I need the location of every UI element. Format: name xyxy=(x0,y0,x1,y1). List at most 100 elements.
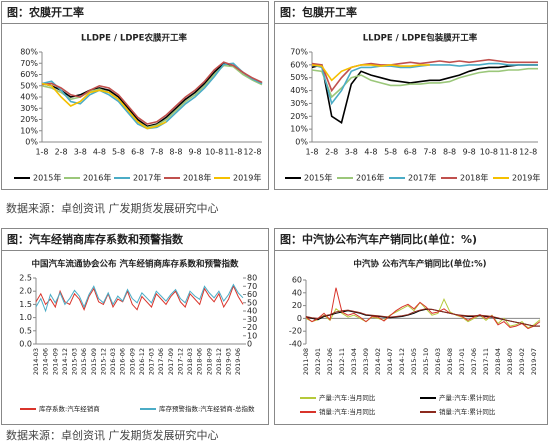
y-tick-label: 0 xyxy=(247,340,252,349)
series-line xyxy=(305,297,541,329)
legend-label: 库存预警指数:汽车经销商-总指数 xyxy=(159,404,255,413)
legend-label: 2017年 xyxy=(133,173,161,183)
x-tick-label: 2017-06 xyxy=(470,348,478,375)
x-tick-label: 6-8 xyxy=(131,148,144,157)
y-tick-label: 20% xyxy=(290,112,308,121)
x-tick-label: 2019-03 xyxy=(225,348,233,375)
x-tick-label: 2014-09 xyxy=(51,348,59,375)
y-tick-label: 40% xyxy=(290,86,308,95)
x-tick-label: 2018-06 xyxy=(196,348,204,375)
x-tick-label: 8-8 xyxy=(443,148,456,157)
panel-header: 图：包膜开工率 xyxy=(280,5,357,19)
y-tick-label: 30% xyxy=(20,104,38,113)
panel-header: 图：农膜开工率 xyxy=(7,5,84,19)
legend-label: 2019年 xyxy=(233,173,261,183)
y-tick-label: 50% xyxy=(20,81,38,90)
chart-title: 中国汽车流通协会公布 汽车经销商库存系数和预警指数 xyxy=(32,259,239,270)
legend-label: 产量:汽车:当月同比 xyxy=(319,393,376,402)
x-tick-label: 2015-10 xyxy=(422,348,430,375)
y-tick-label: 40 xyxy=(292,288,302,297)
x-tick-label: 2014-07 xyxy=(386,348,394,375)
x-tick-label: 2015-09 xyxy=(90,348,98,375)
legend-label: 库存系数:汽车经销商 xyxy=(39,404,100,413)
x-tick-label: 7-8 xyxy=(423,148,436,157)
x-tick-label: 2017-06 xyxy=(157,348,165,375)
y-tick-label: 0.0 xyxy=(19,340,32,349)
source-note: 数据来源：卓创资讯 广发期货发展研究中心 xyxy=(6,428,219,442)
x-tick-label: 4-8 xyxy=(93,148,106,157)
x-tick-label: 2015-05 xyxy=(410,348,418,375)
y-tick-label: 30 xyxy=(247,315,257,324)
y-tick-label: 2.0 xyxy=(19,287,32,296)
x-tick-label: 2012-11 xyxy=(338,348,346,375)
x-tick-label: 2016-08 xyxy=(446,348,454,375)
x-tick-label: 2017-09 xyxy=(167,348,175,375)
series-line xyxy=(311,63,538,124)
x-tick-label: 2011-08 xyxy=(302,348,310,375)
x-tick-label: 2015-06 xyxy=(80,348,88,375)
x-tick-label: 2017-01 xyxy=(458,348,466,375)
x-tick-label: 2019-07 xyxy=(530,348,538,375)
panel-header: 图：中汽协公布汽车产销同比(单位：%) xyxy=(280,232,477,246)
series-line xyxy=(305,287,541,330)
x-tick-label: 2016-06 xyxy=(119,348,127,375)
x-tick-label: 3-8 xyxy=(345,148,358,157)
x-tick-label: 8-8 xyxy=(169,148,182,157)
x-tick-label: 2018-09 xyxy=(506,348,514,375)
x-tick-label: 9-8 xyxy=(463,148,476,157)
series-line xyxy=(305,308,540,327)
legend-label: 2019年 xyxy=(512,173,540,183)
y-tick-label: -40 xyxy=(289,340,302,349)
panel-frame xyxy=(1,1,269,190)
x-tick-label: 2014-12 xyxy=(398,348,406,375)
y-tick-label: 30% xyxy=(290,99,308,108)
y-tick-label: 60% xyxy=(20,70,38,79)
series-line xyxy=(305,308,540,327)
x-tick-label: 5-8 xyxy=(384,148,397,157)
x-tick-label: 2013-04 xyxy=(350,348,358,375)
panel-frame xyxy=(274,228,548,425)
y-tick-label: 60% xyxy=(290,60,308,69)
x-tick-label: 2019-02 xyxy=(518,348,526,375)
x-tick-label: 1-8 xyxy=(35,148,48,157)
y-tick-label: 20 xyxy=(247,323,257,332)
y-tick-label: 60 xyxy=(247,290,257,299)
legend-label: 2018年 xyxy=(183,173,211,183)
x-tick-label: 2012-06 xyxy=(326,348,334,375)
series-line xyxy=(311,67,538,99)
legend-label: 销量:汽车:累计同比 xyxy=(439,407,496,416)
legend-label: 2015年 xyxy=(33,173,61,183)
y-tick-label: 70% xyxy=(290,48,308,57)
x-tick-label: 2017-03 xyxy=(148,348,156,375)
series-line xyxy=(35,283,244,313)
y-tick-label: 70% xyxy=(20,59,38,68)
x-tick-label: 2015-12 xyxy=(99,348,107,375)
chart-title: 中汽协 公布汽车产销同比(单位:%) xyxy=(353,259,486,270)
x-tick-label: 2018-04 xyxy=(494,348,502,375)
x-tick-label: 11-8 xyxy=(499,148,517,157)
x-tick-label: 9-8 xyxy=(189,148,202,157)
chart-title: LLDPE / LDPE包装膜开工率 xyxy=(363,33,478,44)
x-tick-label: 10-8 xyxy=(480,148,498,157)
x-tick-label: 4-8 xyxy=(364,148,377,157)
x-tick-label: 12-8 xyxy=(519,148,537,157)
y-tick-label: 1.5 xyxy=(19,300,32,309)
x-tick-label: 2-8 xyxy=(55,148,68,157)
series-line xyxy=(41,61,263,125)
x-tick-label: 6-8 xyxy=(404,148,417,157)
y-tick-label: 0 xyxy=(297,314,302,323)
legend-label: 2016年 xyxy=(356,173,384,183)
y-tick-label: 0.5 xyxy=(19,326,32,335)
x-tick-label: 2016-03 xyxy=(434,348,442,375)
y-tick-label: 2.5 xyxy=(19,274,32,283)
legend-label: 产量:汽车:累计同比 xyxy=(439,393,496,402)
y-tick-label: -20 xyxy=(289,327,302,336)
x-tick-label: 2012-01 xyxy=(314,348,322,375)
x-tick-label: 2018-09 xyxy=(205,348,213,375)
x-tick-label: 2016-12 xyxy=(138,348,146,375)
x-tick-label: 2014-02 xyxy=(374,348,382,375)
y-tick-label: 70 xyxy=(247,282,257,291)
panel-header: 图：汽车经销商库存系数和预警指数 xyxy=(7,232,184,246)
y-tick-label: 40 xyxy=(247,307,257,316)
